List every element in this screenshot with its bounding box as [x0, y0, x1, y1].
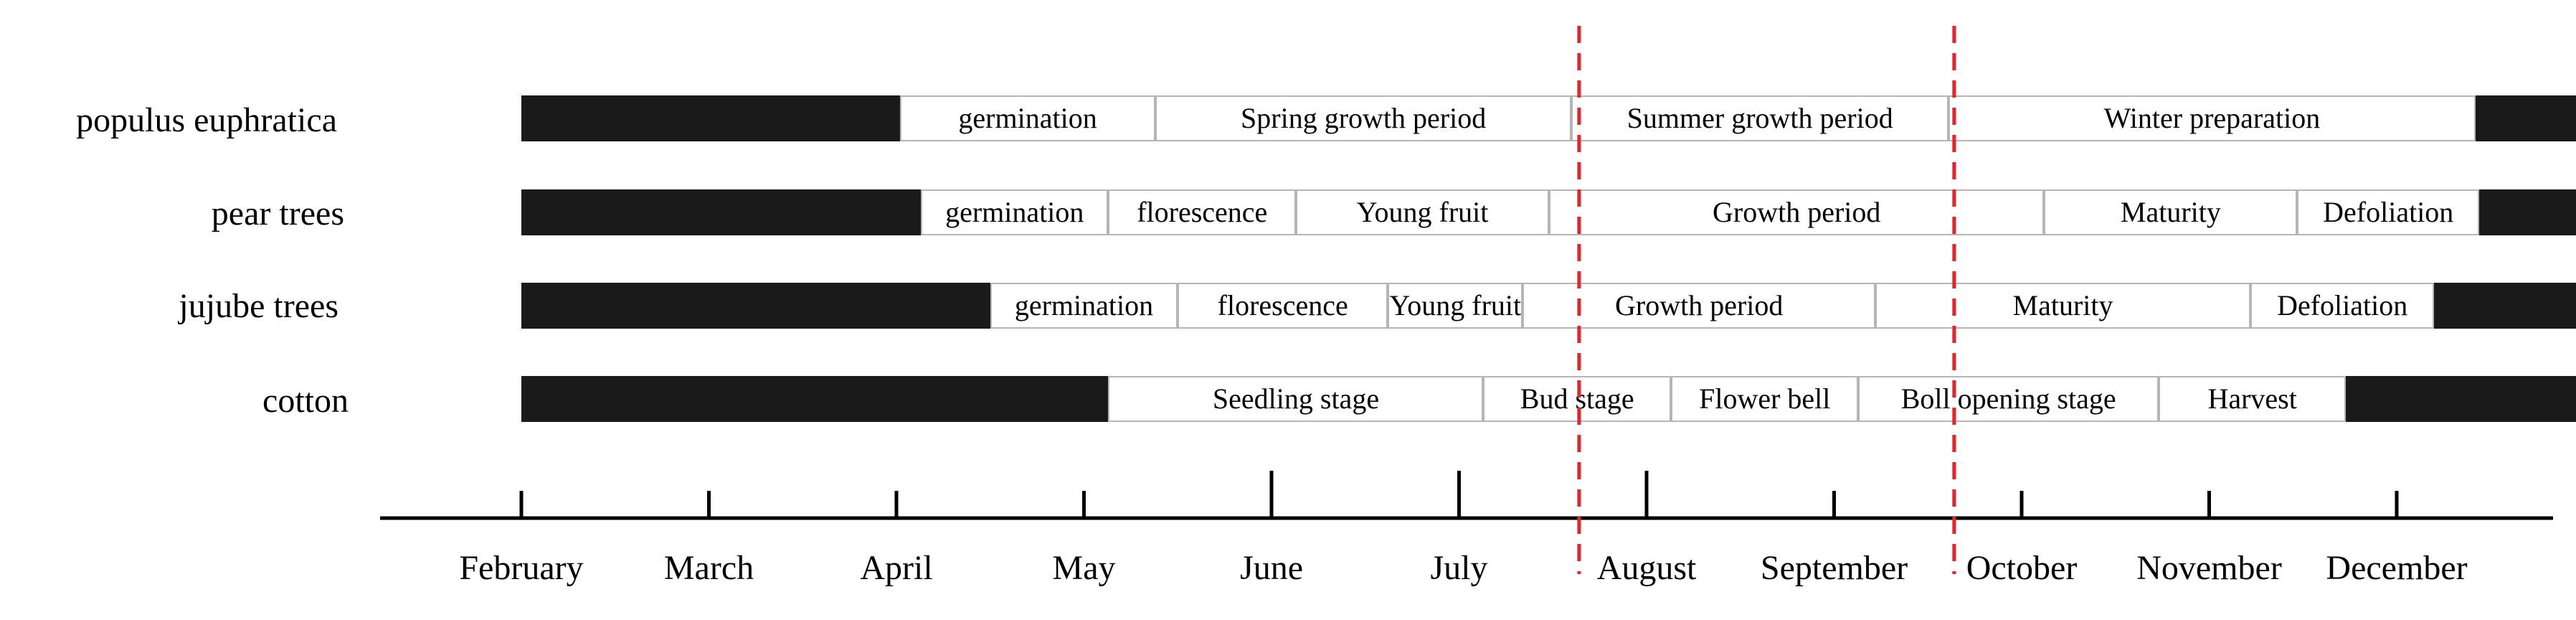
month-label-august: August	[1596, 549, 1697, 587]
stage-bar-harvest	[2158, 376, 2347, 422]
stage-label: Boll opening stage	[1900, 382, 2116, 415]
stage-bar-young-fruit	[1388, 283, 1523, 329]
month-label-may: May	[1052, 549, 1116, 587]
stage-bar-young-fruit	[1295, 189, 1549, 235]
stage-bar-growth-period	[1549, 189, 2045, 235]
stage-label: Summer growth period	[1626, 102, 1893, 134]
stage-bar-winter-preparation	[1948, 95, 2476, 141]
stage-bar-maturity	[2044, 189, 2298, 235]
row-label-populus-euphratica: populus euphratica	[76, 101, 337, 139]
month-label-october: October	[1966, 549, 2078, 587]
stage-label: Spring growth period	[1241, 102, 1487, 134]
stage-label: florescence	[1137, 196, 1268, 228]
stage-label: germination	[1014, 289, 1154, 321]
month-label-december: December	[2326, 549, 2468, 587]
stage-label: Harvest	[2207, 382, 2297, 415]
month-label-july: July	[1430, 549, 1488, 587]
stage-bar-florescence	[1108, 189, 1296, 235]
row-label-jujube-trees: jujube trees	[179, 287, 338, 325]
dormant-period-bar	[2479, 189, 2576, 235]
dormant-period-bar	[521, 95, 901, 141]
stage-label: Growth period	[1712, 196, 1881, 228]
stage-bar-growth-period	[1523, 283, 1876, 329]
stage-bar-florescence	[1178, 283, 1388, 329]
stage-label: Young fruit	[1389, 289, 1522, 321]
stage-label: Maturity	[2120, 196, 2221, 228]
stage-label: germination	[958, 102, 1097, 134]
stage-label: Seedling stage	[1212, 382, 1380, 415]
stage-label: Bud stage	[1520, 382, 1634, 415]
stage-bar-spring-growth-period	[1155, 95, 1572, 141]
stage-bar-summer-growth-period	[1571, 95, 1948, 141]
stage-label: Young fruit	[1356, 196, 1489, 228]
stage-label: florescence	[1217, 289, 1348, 321]
row-label-pear-trees: pear trees	[211, 194, 344, 232]
stage-label: Maturity	[2012, 289, 2113, 321]
stage-bar-maturity	[1875, 283, 2251, 329]
stage-bar-germination	[990, 283, 1178, 329]
stage-label: Defoliation	[2277, 289, 2408, 321]
stage-bar-defoliation	[2250, 283, 2435, 329]
stage-label: Flower bell	[1699, 382, 1831, 415]
dormant-period-bar	[521, 283, 990, 329]
dormant-period-bar	[521, 189, 921, 235]
row-label-cotton: cotton	[262, 382, 349, 420]
stage-bar-germination	[900, 95, 1155, 141]
month-label-june: June	[1240, 549, 1303, 587]
month-label-september: September	[1760, 549, 1908, 587]
stage-bar-bud-stage	[1483, 376, 1671, 422]
dormant-period-bar	[521, 376, 1109, 422]
dormant-period-bar	[2346, 376, 2576, 422]
dormant-period-bar	[2475, 95, 2576, 141]
stage-label: germination	[945, 196, 1084, 228]
month-label-march: March	[663, 549, 754, 587]
stage-bar-seedling-stage	[1108, 376, 1484, 422]
month-label-april: April	[860, 549, 933, 587]
month-ticks	[519, 471, 2399, 518]
stage-label: Growth period	[1615, 289, 1784, 321]
dormant-period-bar	[2434, 283, 2576, 329]
month-label-february: February	[459, 549, 584, 587]
stage-label: Defoliation	[2323, 196, 2454, 228]
stage-label: Winter preparation	[2103, 102, 2321, 134]
stage-bar-defoliation	[2297, 189, 2480, 235]
stage-bar-germination	[920, 189, 1109, 235]
stage-bar-boll-opening-stage	[1858, 376, 2159, 422]
month-label-november: November	[2136, 549, 2282, 587]
stage-bar-flower-bell	[1670, 376, 1859, 422]
